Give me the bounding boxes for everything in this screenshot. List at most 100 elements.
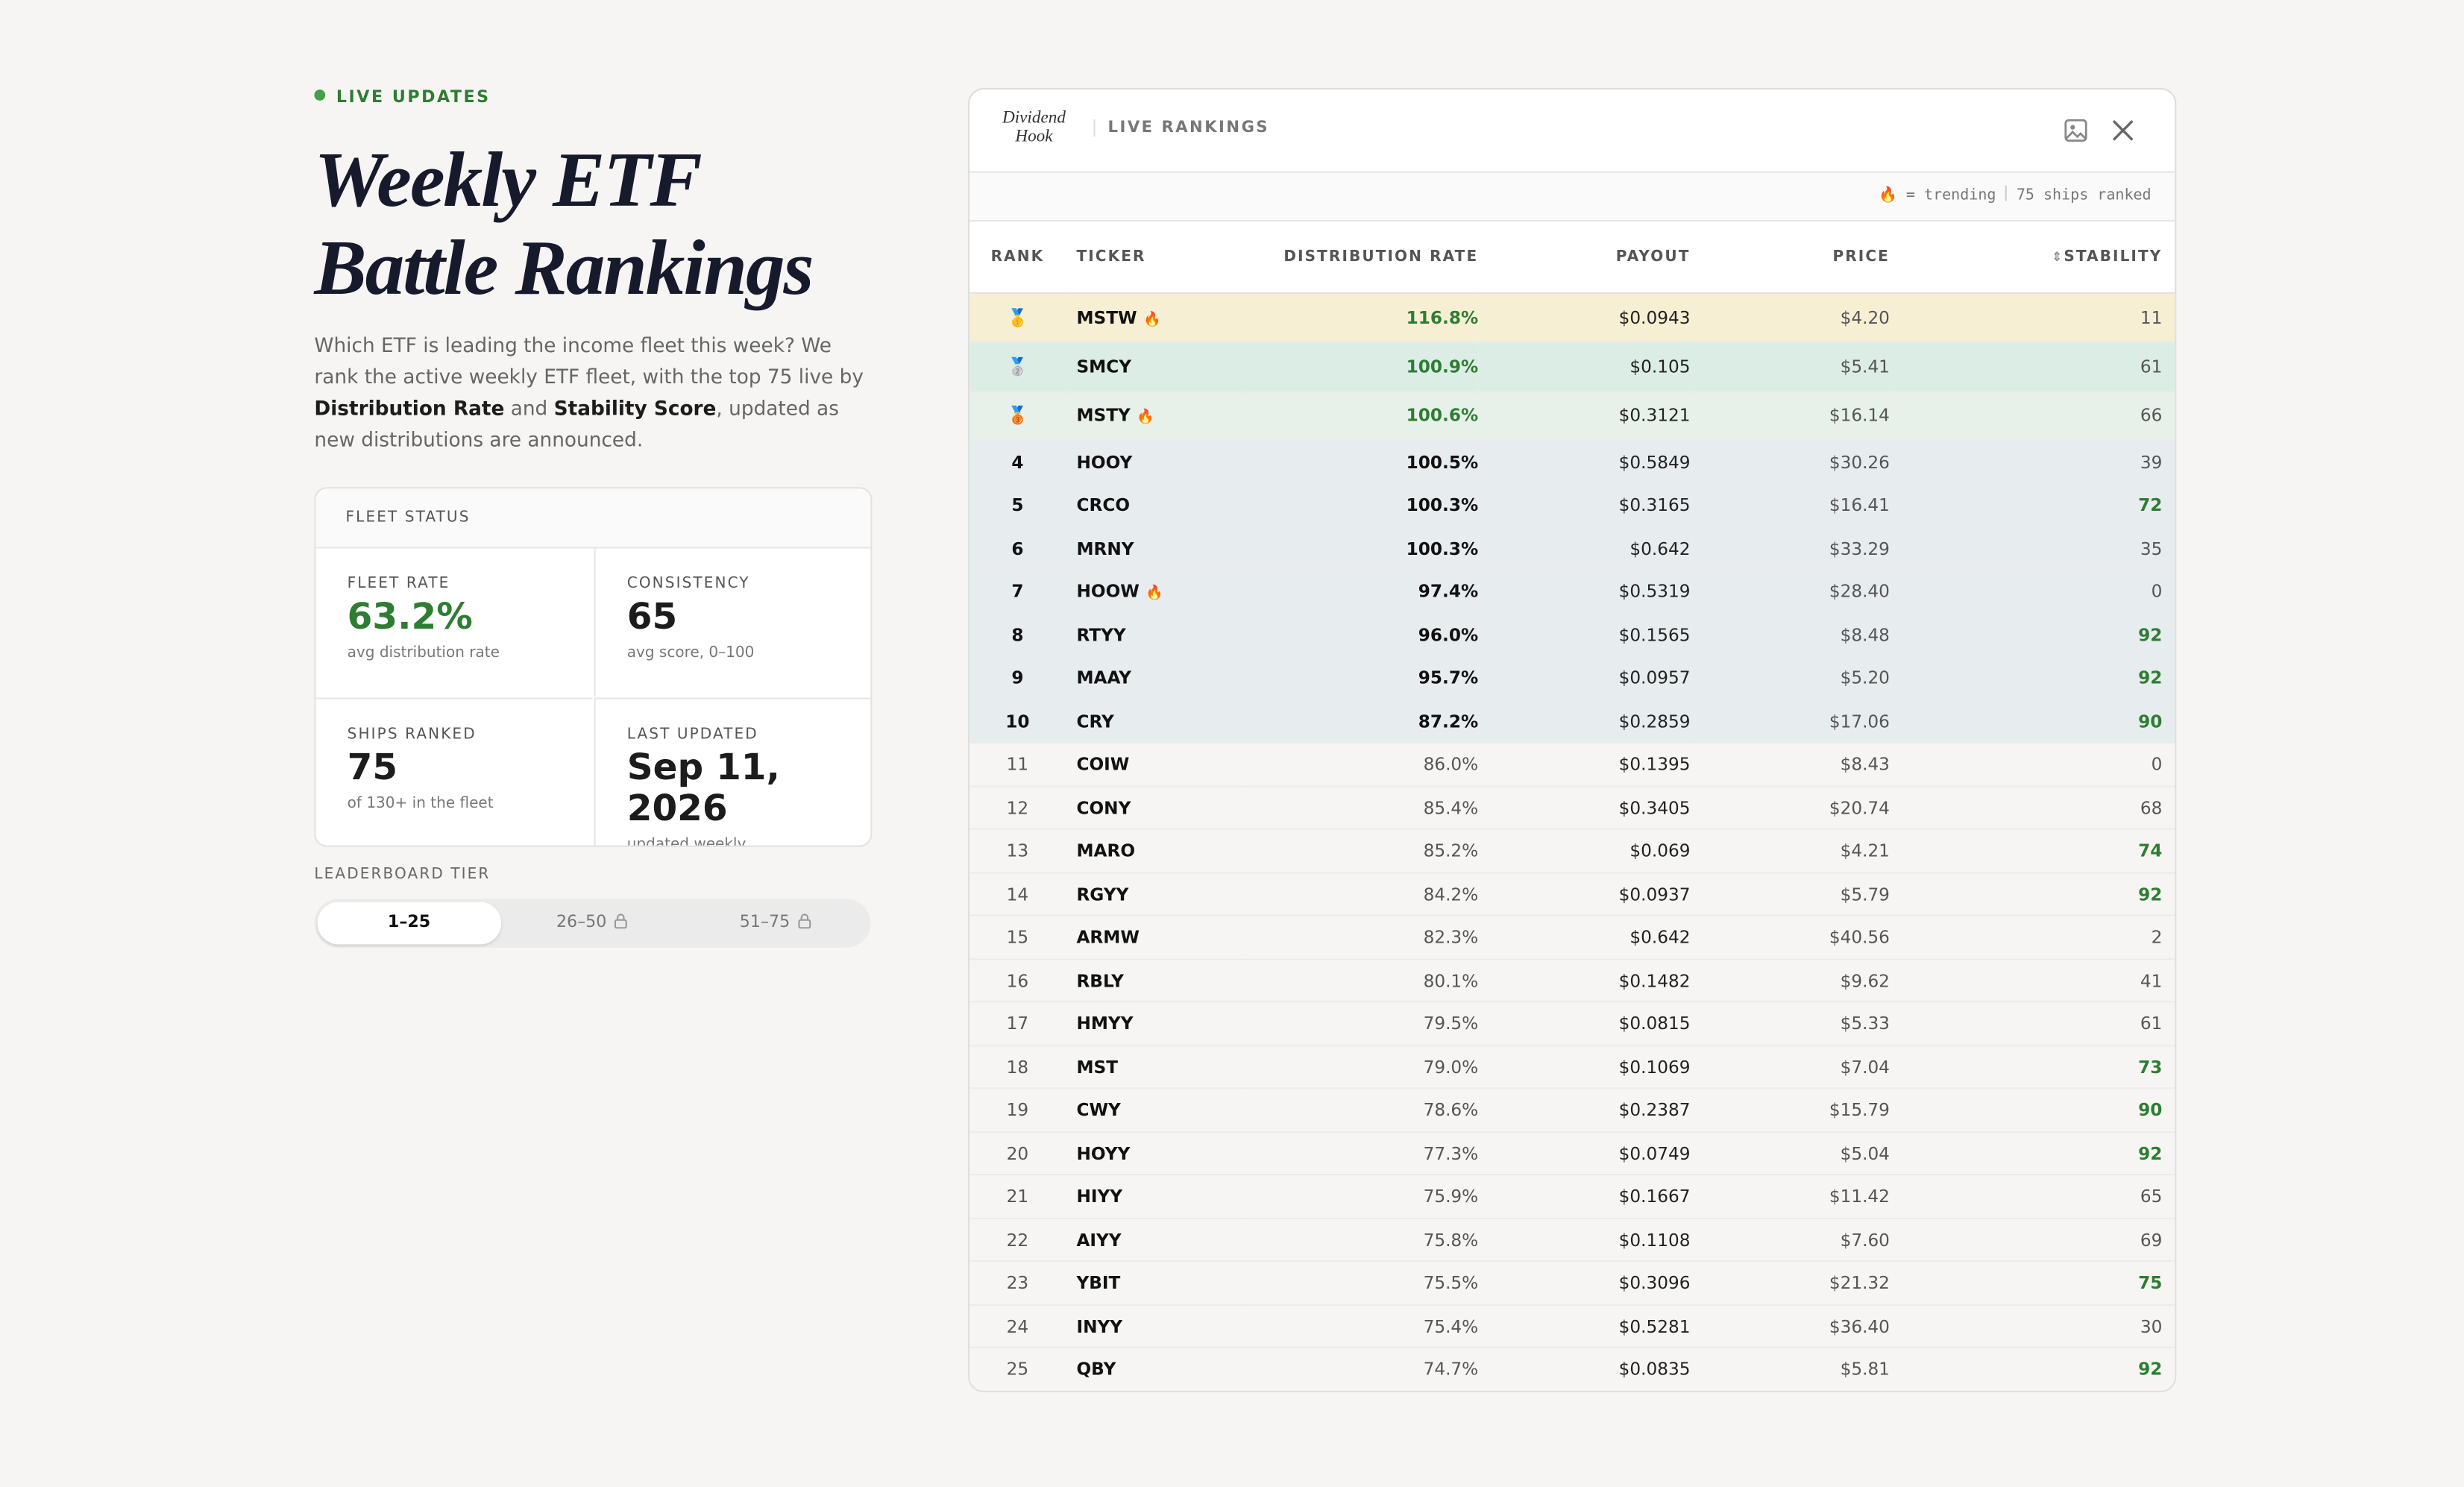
ranking-row: 15 ARMW 82.3% $0.642 $40.56 2 — [969, 916, 2175, 961]
ranking-row: 9 MAAY 95.7% $0.0957 $5.20 92 — [969, 656, 2175, 701]
panel-header: Dividend Hook LIVE RANKINGS — [969, 89, 2175, 173]
price: $8.48 — [1690, 613, 1890, 658]
image-icon[interactable] — [2064, 118, 2089, 143]
description-text: Which ETF is leading the income fleet th… — [314, 333, 864, 389]
stat-label: CONSISTENCY — [626, 575, 750, 593]
distribution-rate: 75.9% — [1245, 1175, 1479, 1219]
distribution-rate: 97.4% — [1245, 570, 1479, 614]
ranking-row: 23 YBIT 75.5% $0.3096 $21.32 75 — [969, 1261, 2175, 1306]
trending-icon: 🔥 — [1143, 312, 1161, 328]
distribution-rate: 86.0% — [1245, 743, 1479, 787]
ticker: CONY — [1076, 797, 1131, 819]
ticker: HOYY — [1076, 1143, 1131, 1164]
ranking-row: 20 HOYY 77.3% $0.0749 $5.04 92 — [969, 1131, 2175, 1176]
distribution-rate: 85.4% — [1245, 786, 1479, 831]
ticker-cell: RTYY — [1065, 613, 1246, 658]
distribution-rate: 74.7% — [1245, 1348, 1479, 1391]
rank: 🥇 — [969, 292, 1066, 343]
stat-value: 65 — [626, 597, 678, 638]
description: Which ETF is leading the income fleet th… — [314, 330, 880, 456]
tier-text: 1–25 — [387, 913, 431, 932]
rank: 4 — [969, 440, 1066, 485]
column-header-text: PAYOUT — [1615, 248, 1691, 266]
distribution-rate: 95.7% — [1245, 656, 1479, 701]
rank: 18 — [969, 1046, 1066, 1090]
price: $4.21 — [1690, 829, 1890, 874]
payout: $0.5319 — [1478, 570, 1691, 614]
ticker-cell: RBLY — [1065, 959, 1246, 1004]
stat-value: 75 — [347, 747, 398, 789]
distribution-rate: 79.0% — [1245, 1046, 1479, 1090]
stability: 90 — [1889, 1088, 2175, 1133]
ticker: RTYY — [1076, 624, 1126, 646]
ticker: RGYY — [1076, 884, 1129, 905]
rank: 🥈 — [969, 342, 1066, 392]
ranking-row: 🥈 SMCY 100.9% $0.105 $5.41 61 — [969, 342, 2175, 392]
page-title: Weekly ETF Battle Rankings — [314, 135, 814, 311]
panel-title: LIVE RANKINGS — [1093, 119, 1270, 137]
price: $21.32 — [1690, 1261, 1890, 1306]
ranking-row: 21 HIYY 75.9% $0.1667 $11.42 65 — [969, 1175, 2175, 1219]
tier-text: 51–75 — [739, 913, 791, 932]
price: $5.79 — [1690, 873, 1890, 917]
column-header: PRICE — [1690, 221, 1890, 295]
distribution-rate: 116.8% — [1245, 292, 1479, 343]
payout: $0.0957 — [1478, 656, 1691, 701]
rank: 9 — [969, 656, 1066, 701]
tier-tab[interactable]: 26–50 — [500, 902, 684, 944]
payout: $0.1108 — [1478, 1218, 1691, 1263]
trending-legend: 🔥 = trending — [1878, 186, 1996, 204]
stat-cell: SHIPS RANKED 75 of 130+ in the fleet — [315, 697, 593, 846]
description-text: Stability Score — [553, 395, 717, 420]
tier-tab[interactable]: 1–25 — [317, 902, 501, 945]
distribution-rate: 85.2% — [1245, 829, 1479, 874]
ranking-row: 22 AIYY 75.8% $0.1108 $7.60 69 — [969, 1218, 2175, 1263]
rank: 16 — [969, 959, 1066, 1004]
ticker: HIYY — [1076, 1186, 1123, 1207]
ticker: MAAY — [1076, 667, 1131, 689]
payout: $0.1482 — [1478, 959, 1691, 1004]
payout: $0.642 — [1478, 916, 1691, 961]
ticker-cell: ARMW — [1065, 916, 1246, 961]
stability: 11 — [1889, 292, 2175, 343]
ticker: MRNY — [1076, 538, 1134, 559]
ranking-row: 10 CRY 87.2% $0.2859 $17.06 90 — [969, 700, 2175, 744]
ticker-cell: AIYY — [1065, 1218, 1246, 1263]
ticker-cell: MST — [1065, 1046, 1246, 1090]
rank: 8 — [969, 613, 1066, 658]
stability: 69 — [1889, 1218, 2175, 1263]
ranking-row: 17 HMYY 79.5% $0.0815 $5.33 61 — [969, 1002, 2175, 1047]
payout: $0.1395 — [1478, 743, 1691, 787]
distribution-rate: 75.8% — [1245, 1218, 1479, 1263]
ticker-cell: CRY — [1065, 700, 1246, 744]
stability: 2 — [1889, 916, 2175, 961]
column-header[interactable]: ⇕STABILITY — [1889, 221, 2175, 295]
ticker: MSTW — [1076, 307, 1137, 328]
tier-tab[interactable]: 51–75 — [684, 902, 867, 944]
ticker: CWY — [1076, 1100, 1121, 1121]
ranking-row: 14 RGYY 84.2% $0.0937 $5.79 92 — [969, 873, 2175, 917]
ticker-cell: YBIT — [1065, 1261, 1246, 1306]
column-header: DISTRIBUTION RATE — [1245, 221, 1479, 295]
ranking-row: 25 QBY 74.7% $0.0835 $5.81 92 — [969, 1348, 2175, 1391]
column-header-text: DISTRIBUTION RATE — [1283, 248, 1479, 266]
price: $28.40 — [1690, 570, 1890, 614]
column-header: RANK — [969, 221, 1066, 295]
ticker-cell: COIW — [1065, 743, 1246, 787]
distribution-rate: 100.5% — [1245, 440, 1479, 485]
tier-text: 26–50 — [556, 913, 607, 932]
payout: $0.069 — [1478, 829, 1691, 874]
live-badge: LIVE UPDATES — [314, 88, 490, 107]
ranking-row: 11 COIW 86.0% $0.1395 $8.43 0 — [969, 743, 2175, 787]
distribution-rate: 100.3% — [1245, 483, 1479, 528]
distribution-rate: 77.3% — [1245, 1131, 1479, 1176]
price: $8.43 — [1690, 743, 1890, 787]
fleet-status-card: FLEET STATUS FLEET RATE 63.2% avg distribu… — [314, 487, 873, 847]
distribution-rate: 78.6% — [1245, 1088, 1479, 1133]
rank: 5 — [969, 483, 1066, 528]
x-share-icon[interactable] — [2112, 119, 2134, 141]
column-header-text: PRICE — [1832, 248, 1890, 266]
ticker-cell: HOOY — [1065, 440, 1246, 485]
ranking-row: 7 HOOW 🔥 97.4% $0.5319 $28.40 0 — [969, 570, 2175, 614]
stability: 61 — [1889, 1002, 2175, 1047]
